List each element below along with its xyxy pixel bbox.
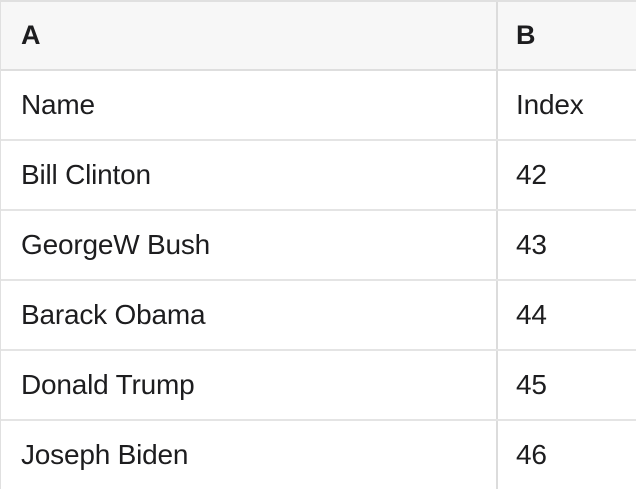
table-row: Name Index [1,71,636,141]
cell-b[interactable]: 45 [516,369,547,400]
cell-a[interactable]: Name [1,71,498,139]
table-row: Bill Clinton 42 [1,141,636,211]
cell-b[interactable]: 42 [516,159,547,190]
column-header-row: A B [1,2,636,71]
table-row: Barack Obama 44 [1,281,636,351]
rows-container: Name Index Bill Clinton 42 GeorgeW Bush 43 Bar… [1,71,636,489]
table-row: GeorgeW Bush 43 [1,211,636,281]
cell-a[interactable]: GeorgeW Bush [1,211,498,279]
cell-b[interactable]: 46 [516,439,547,470]
cell-a[interactable]: Bill Clinton [1,141,498,209]
cell-a[interactable]: Donald Trump [1,351,498,419]
cell-a[interactable]: Joseph Biden [1,421,498,489]
cell-b[interactable]: Index [516,89,584,120]
table-row: Joseph Biden 46 [1,421,636,489]
table-row: Donald Trump 45 [1,351,636,421]
cell-a[interactable]: Barack Obama [1,281,498,349]
cell-b[interactable]: 43 [516,229,547,260]
column-header-b[interactable]: B [516,20,536,50]
column-header-a[interactable]: A [1,2,498,69]
cell-b[interactable]: 44 [516,299,547,330]
